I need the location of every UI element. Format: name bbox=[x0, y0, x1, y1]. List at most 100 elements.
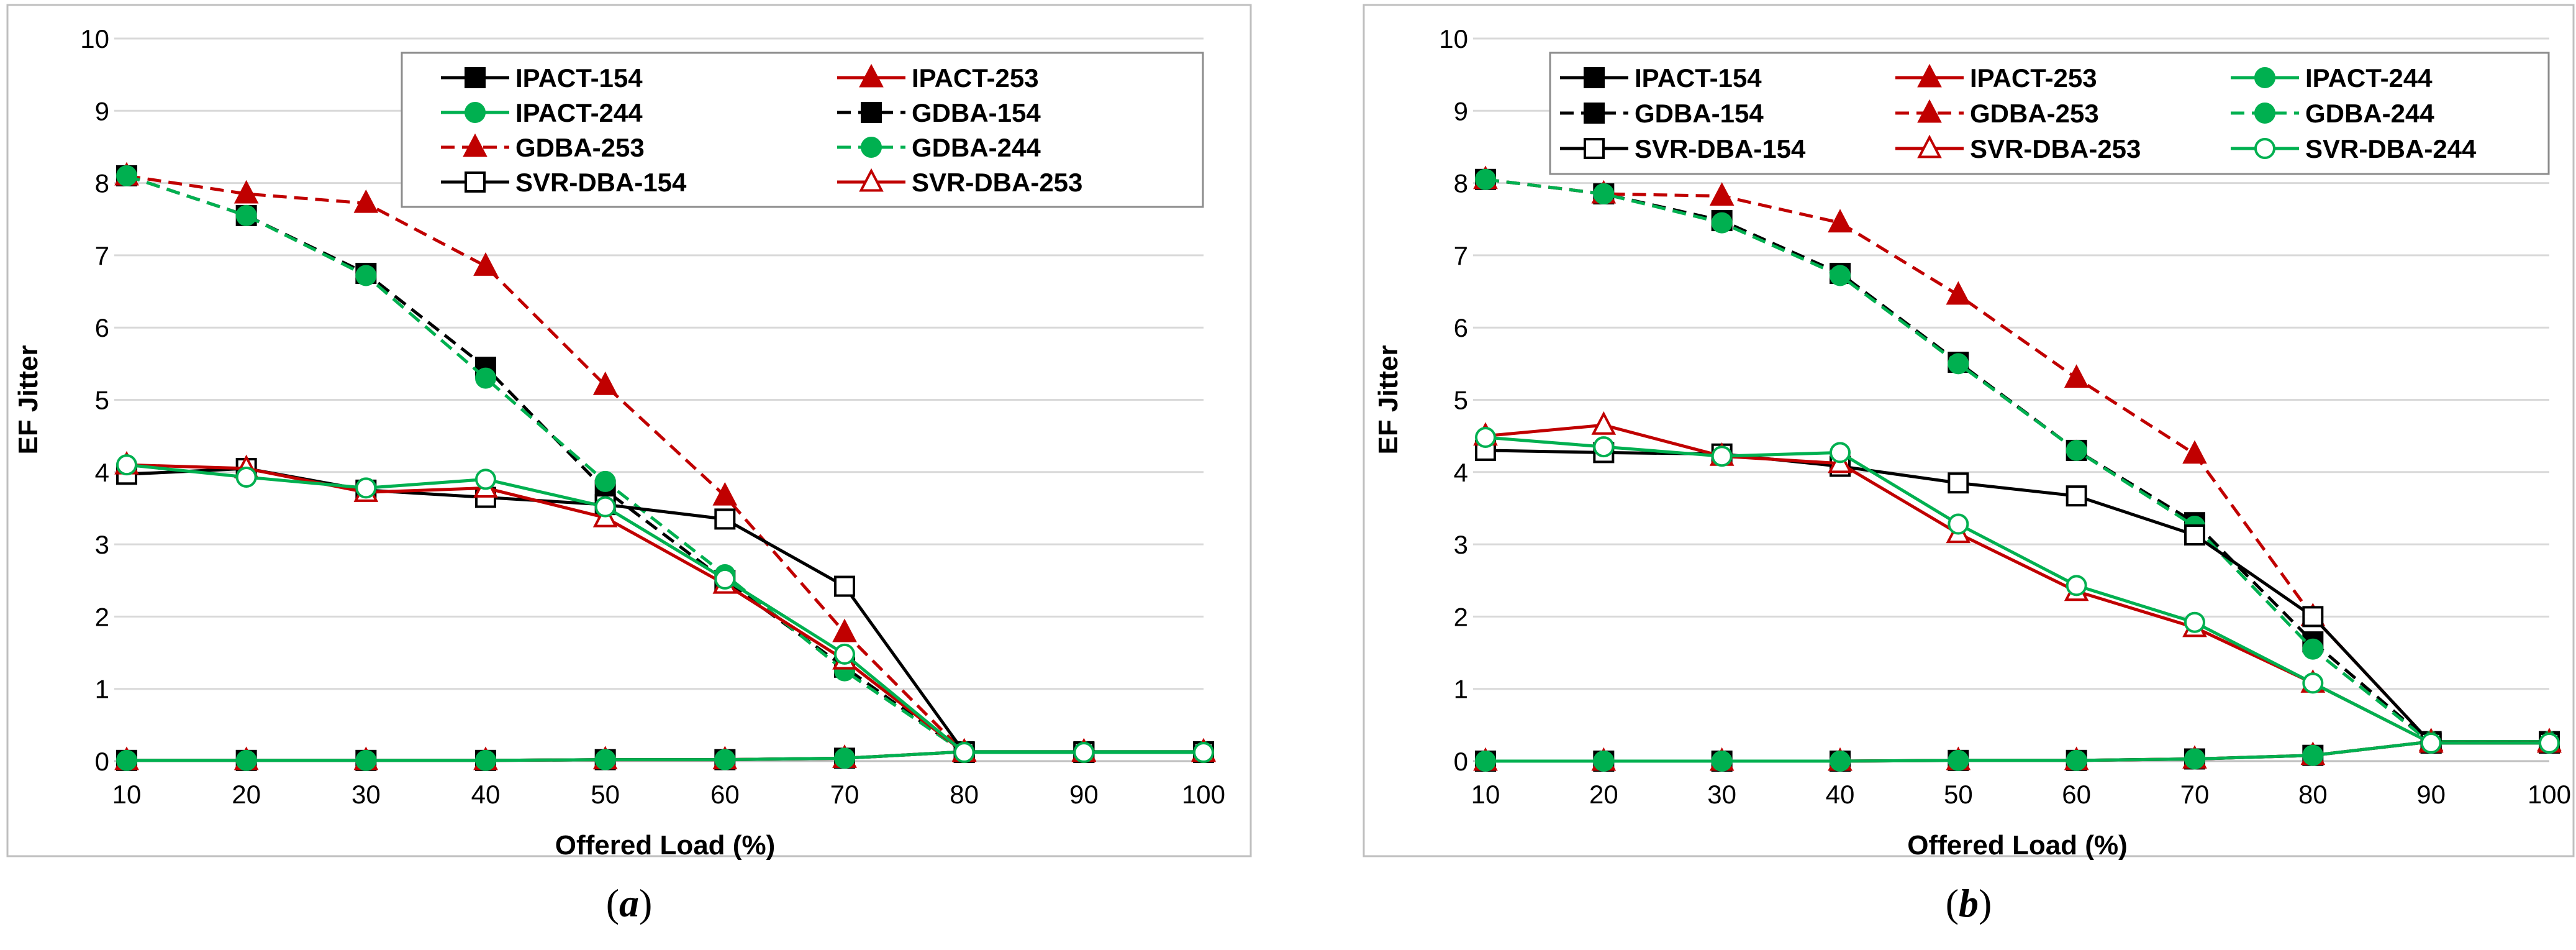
data-point-ipact-244 bbox=[235, 749, 257, 771]
data-point-svr-dba-154 bbox=[834, 575, 855, 597]
x-tick-label: 30 bbox=[1707, 780, 1736, 809]
x-tick-label: 80 bbox=[2298, 780, 2328, 809]
x-tick-label: 10 bbox=[112, 780, 142, 809]
y-tick-label: 1 bbox=[1454, 675, 1468, 704]
x-tick-label: 50 bbox=[591, 780, 620, 809]
panel-label-open: ( bbox=[606, 881, 619, 925]
legend-label-ipact-244: IPACT-244 bbox=[515, 98, 643, 127]
data-point-gdba-244 bbox=[1948, 353, 1969, 375]
data-point-gdba-244 bbox=[1593, 183, 1615, 205]
legend-label-gdba-244: GDBA-244 bbox=[2305, 99, 2434, 128]
x-tick-label: 40 bbox=[471, 780, 501, 809]
legend-label-ipact-253: IPACT-253 bbox=[1970, 63, 2097, 93]
x-tick-label: 70 bbox=[830, 780, 859, 809]
data-point-svr-dba-154 bbox=[2302, 606, 2324, 628]
data-point-svr-dba-244 bbox=[834, 643, 855, 665]
x-tick-label: 50 bbox=[1944, 780, 1973, 809]
y-tick-label: 3 bbox=[1454, 530, 1468, 559]
data-point-svr-dba-244 bbox=[1948, 513, 1969, 535]
data-point-svr-dba-244 bbox=[1711, 445, 1733, 467]
legend-marker-gdba-154 bbox=[861, 102, 882, 123]
data-point-ipact-244 bbox=[834, 747, 855, 769]
legend-marker-ipact-244 bbox=[2254, 67, 2275, 88]
series-line-gdba-244 bbox=[126, 174, 1204, 754]
panel-label-letter: b bbox=[1959, 881, 1979, 925]
series-line-gdba-253 bbox=[1485, 178, 2549, 745]
data-point-gdba-244 bbox=[116, 165, 137, 186]
x-tick-label: 90 bbox=[1069, 780, 1099, 809]
panel-label-close: ) bbox=[1979, 881, 1992, 925]
legend-label-ipact-253: IPACT-253 bbox=[912, 63, 1039, 93]
series-line-svr-dba-253 bbox=[126, 463, 1204, 754]
x-axis-title: Offered Load (%) bbox=[1907, 830, 2127, 861]
y-tick-label: 2 bbox=[1454, 602, 1468, 631]
data-point-gdba-244 bbox=[355, 265, 377, 286]
data-point-svr-dba-154 bbox=[714, 508, 736, 530]
data-point-gdba-244 bbox=[594, 470, 616, 492]
data-point-gdba-244 bbox=[235, 204, 257, 226]
y-tick-label: 6 bbox=[95, 313, 109, 342]
y-tick-label: 9 bbox=[1454, 96, 1468, 126]
panel-label-close: ) bbox=[639, 881, 652, 925]
data-point-ipact-244 bbox=[116, 749, 137, 771]
data-point-svr-dba-154 bbox=[2184, 524, 2205, 546]
data-point-ipact-244 bbox=[1475, 751, 1496, 772]
legend-marker-ipact-154 bbox=[465, 67, 486, 88]
y-axis-title: EF Jitter bbox=[13, 345, 43, 454]
data-point-ipact-244 bbox=[1948, 749, 1969, 771]
y-tick-label: 7 bbox=[1454, 241, 1468, 270]
y-tick-label: 4 bbox=[95, 458, 109, 487]
data-point-svr-dba-244 bbox=[475, 468, 496, 490]
x-axis-title: Offered Load (%) bbox=[555, 830, 775, 861]
y-tick-label: 0 bbox=[95, 747, 109, 776]
data-point-gdba-244 bbox=[2302, 638, 2324, 660]
data-point-svr-dba-244 bbox=[116, 454, 137, 476]
x-tick-label: 60 bbox=[2062, 780, 2091, 809]
legend-marker-gdba-244 bbox=[861, 137, 882, 158]
x-tick-label: 60 bbox=[710, 780, 740, 809]
legend-label-gdba-154: GDBA-154 bbox=[912, 98, 1041, 127]
y-tick-label: 4 bbox=[1454, 458, 1468, 487]
y-tick-label: 8 bbox=[95, 169, 109, 198]
x-tick-label: 70 bbox=[2180, 780, 2210, 809]
legend-marker-ipact-253 bbox=[859, 63, 884, 88]
data-point-ipact-244 bbox=[2066, 749, 2087, 771]
series-line-gdba-244 bbox=[1485, 178, 2549, 745]
data-point-gdba-253 bbox=[2182, 440, 2207, 464]
data-point-svr-dba-244 bbox=[2420, 732, 2442, 754]
chart-frame bbox=[1363, 4, 2575, 857]
data-point-svr-dba-244 bbox=[2302, 672, 2324, 694]
series-line-gdba-253 bbox=[126, 174, 1204, 754]
x-tick-label: 20 bbox=[1589, 780, 1618, 809]
y-tick-label: 1 bbox=[95, 675, 109, 704]
legend-label-svr-dba-154: SVR-DBA-154 bbox=[1635, 134, 1806, 163]
data-point-svr-dba-154 bbox=[1948, 472, 1969, 494]
data-point-svr-dba-244 bbox=[953, 742, 975, 764]
data-point-svr-dba-253 bbox=[1591, 411, 1617, 435]
data-point-svr-dba-244 bbox=[1475, 426, 1496, 448]
series-line-gdba-154 bbox=[1485, 178, 2549, 745]
series-line-gdba-154 bbox=[126, 174, 1204, 754]
data-point-ipact-244 bbox=[1830, 751, 1851, 772]
y-tick-label: 10 bbox=[80, 24, 109, 53]
data-point-gdba-253 bbox=[473, 252, 498, 276]
data-point-gdba-244 bbox=[1711, 212, 1733, 234]
data-point-gdba-253 bbox=[1828, 209, 1853, 233]
y-tick-label: 9 bbox=[95, 96, 109, 126]
data-point-gdba-253 bbox=[1946, 281, 1971, 305]
series-line-svr-dba-244 bbox=[126, 463, 1204, 754]
legend-marker-svr-dba-154 bbox=[1584, 138, 1605, 159]
legend-marker-gdba-253 bbox=[1917, 99, 1942, 123]
data-point-svr-dba-244 bbox=[714, 568, 736, 590]
data-point-ipact-244 bbox=[1711, 751, 1733, 772]
data-point-gdba-244 bbox=[2066, 439, 2087, 461]
y-tick-label: 10 bbox=[1439, 24, 1468, 53]
data-point-gdba-244 bbox=[1830, 265, 1851, 286]
series-line-ipact-154 bbox=[1485, 740, 2549, 763]
panel-label: (a) bbox=[606, 881, 653, 925]
data-point-svr-dba-154 bbox=[2066, 485, 2087, 507]
legend-label-gdba-253: GDBA-253 bbox=[1970, 99, 2099, 128]
legend-label-svr-dba-253: SVR-DBA-253 bbox=[912, 168, 1082, 197]
y-tick-label: 3 bbox=[95, 530, 109, 559]
